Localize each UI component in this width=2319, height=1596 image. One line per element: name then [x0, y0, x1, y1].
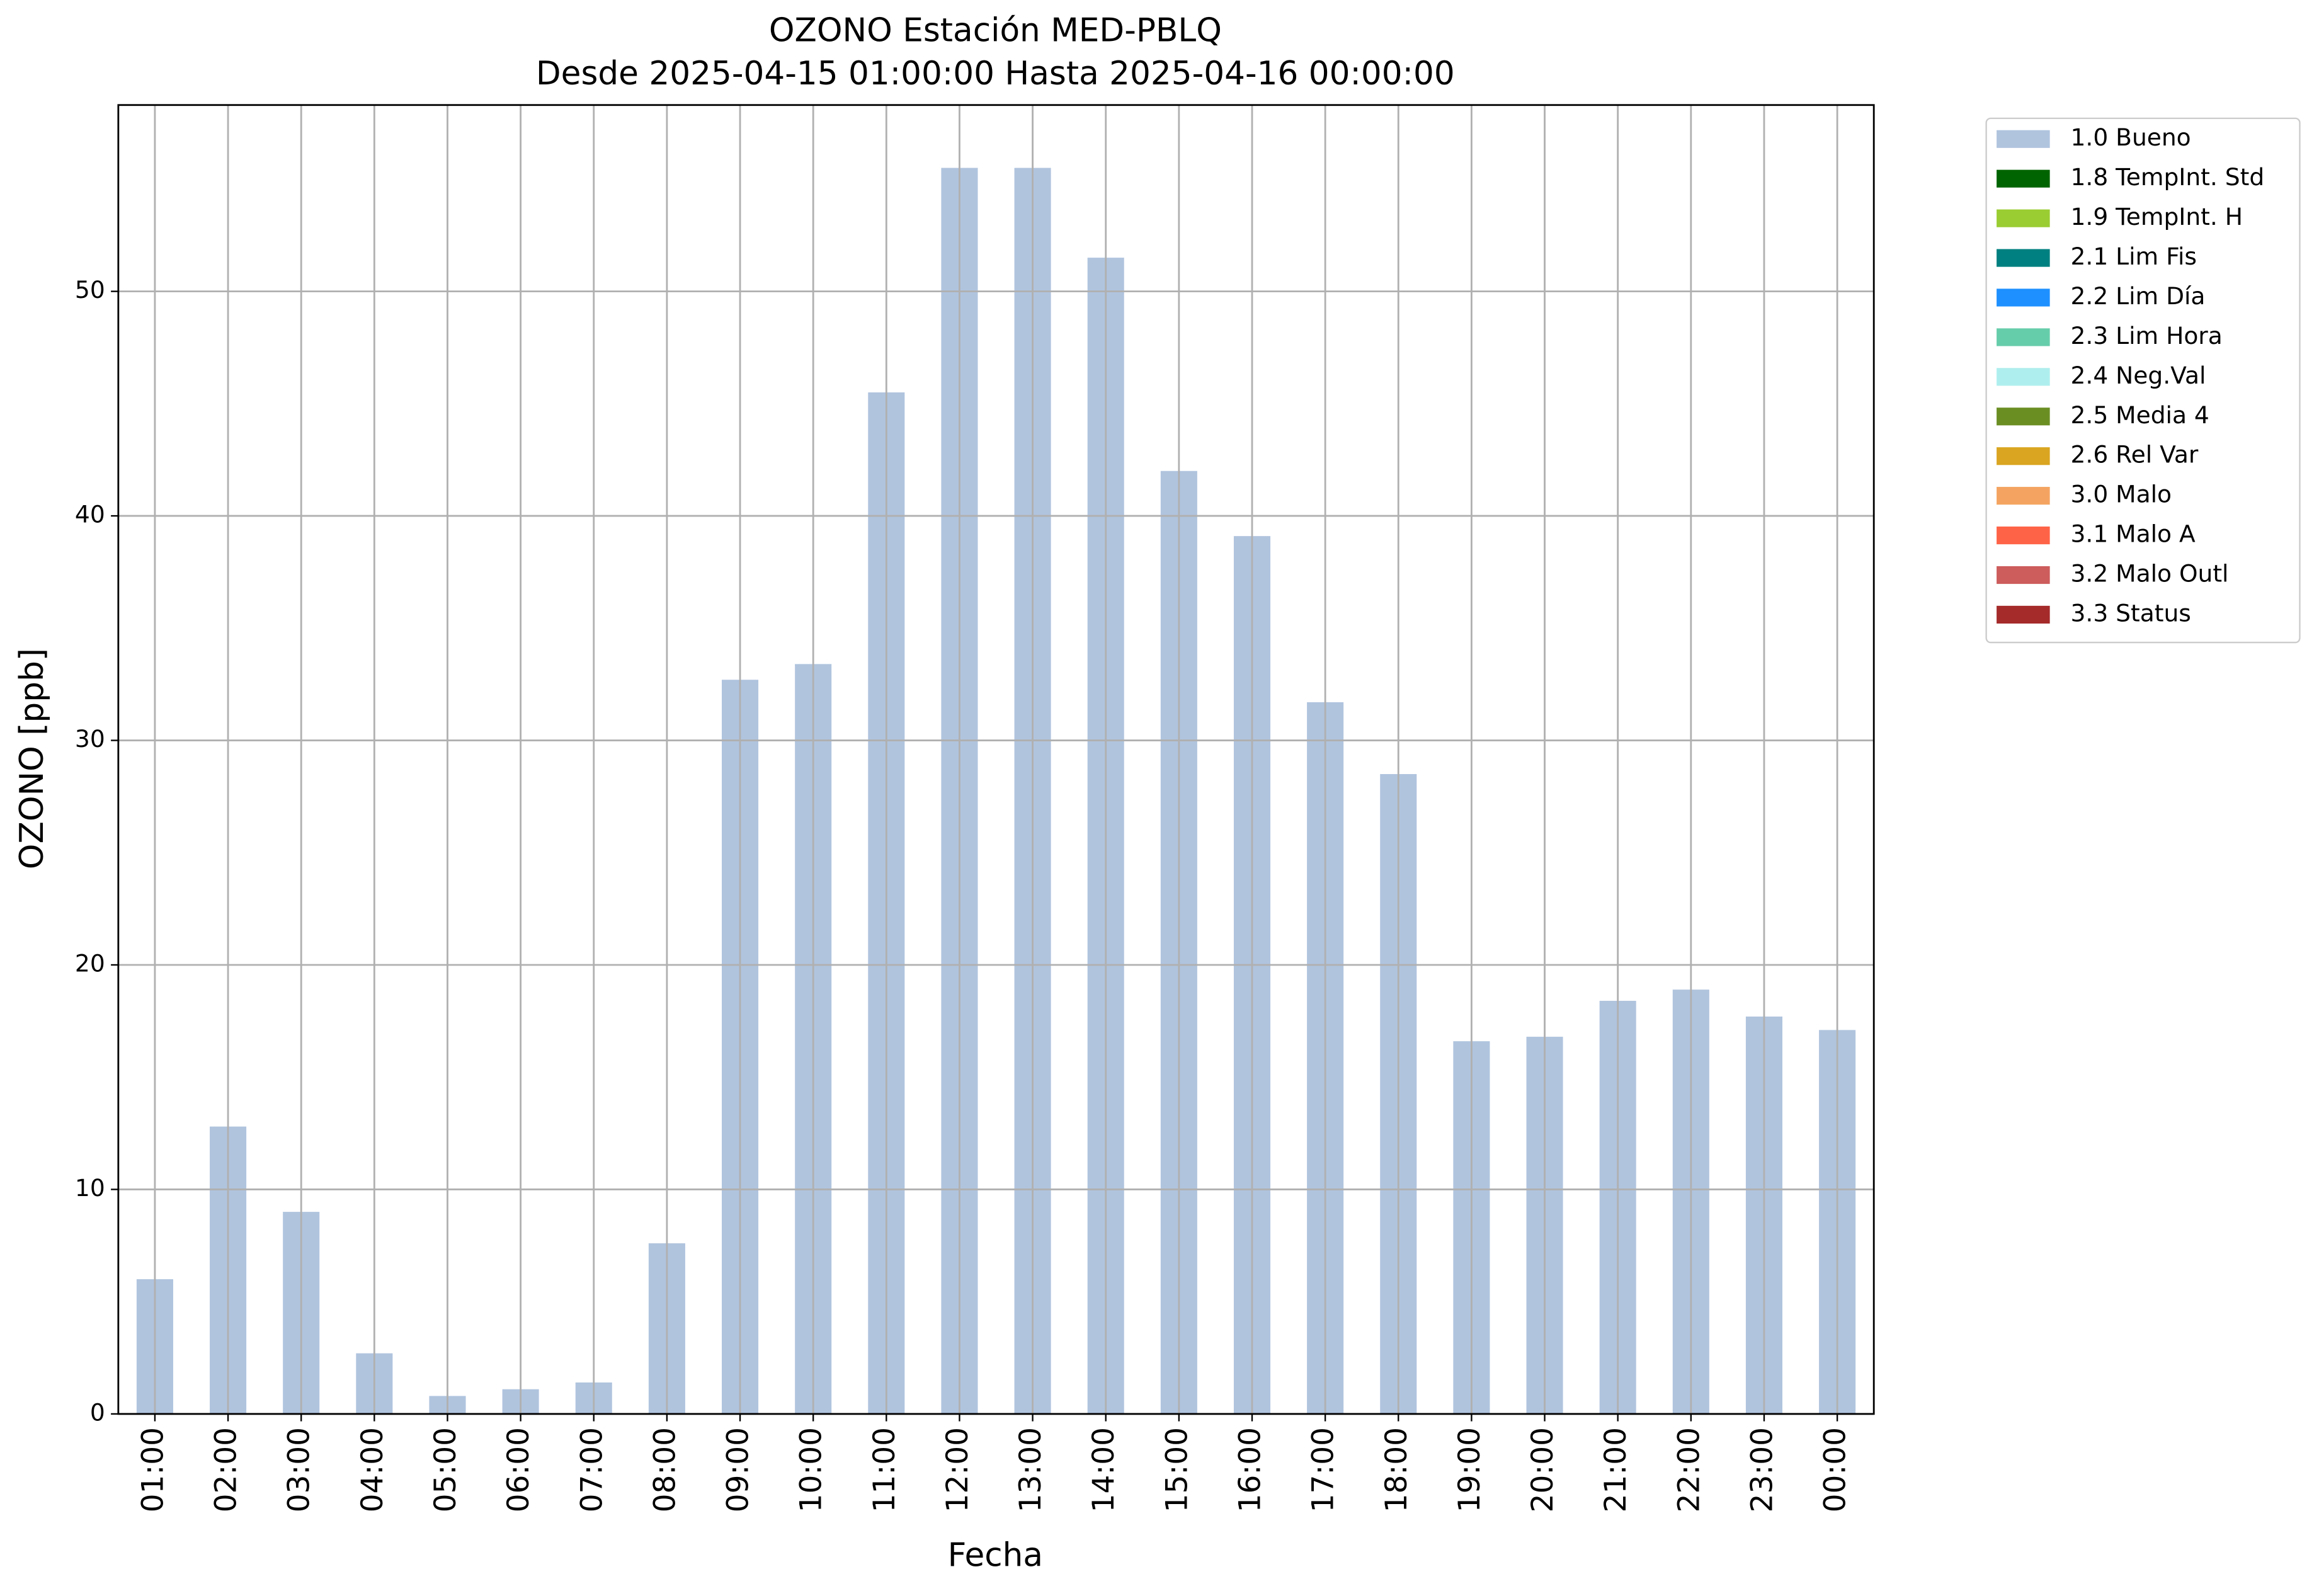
legend-label: 1.9 TempInt. H [2071, 203, 2243, 231]
x-tick-label: 00:00 [1818, 1427, 1853, 1512]
x-tick-label: 17:00 [1306, 1427, 1341, 1512]
x-tick-label: 06:00 [501, 1427, 536, 1512]
legend-swatch [1997, 368, 2050, 386]
legend-label: 2.3 Lim Hora [2071, 322, 2223, 350]
legend-label: 2.4 Neg.Val [2071, 362, 2206, 389]
y-tick-label: 50 [75, 276, 105, 304]
x-tick-label: 12:00 [940, 1427, 975, 1512]
legend-label: 2.5 Media 4 [2071, 401, 2209, 429]
x-tick-label: 03:00 [282, 1427, 317, 1512]
legend-swatch [1997, 487, 2050, 505]
legend-swatch [1997, 130, 2050, 148]
legend-label: 2.2 Lim Día [2071, 282, 2206, 310]
y-tick-label: 40 [75, 501, 105, 528]
legend-label: 1.0 Bueno [2071, 123, 2191, 151]
x-tick-label: 19:00 [1452, 1427, 1487, 1512]
x-tick-label: 23:00 [1745, 1427, 1779, 1512]
legend-swatch [1997, 209, 2050, 227]
legend-swatch [1997, 605, 2050, 624]
legend-swatch [1997, 408, 2050, 426]
legend-swatch [1997, 526, 2050, 545]
x-tick-label: 02:00 [209, 1427, 244, 1512]
legend-swatch [1997, 328, 2050, 346]
legend-label: 2.6 Rel Var [2071, 441, 2199, 469]
legend-swatch [1997, 249, 2050, 267]
bars [136, 168, 1856, 1414]
x-tick-label: 16:00 [1233, 1427, 1268, 1512]
chart-subtitle: Desde 2025-04-15 01:00:00 Hasta 2025-04-… [536, 55, 1455, 93]
x-tick-label: 21:00 [1598, 1427, 1633, 1512]
legend-label: 1.8 TempInt. Std [2071, 163, 2265, 191]
legend-swatch [1997, 447, 2050, 465]
x-tick-label: 11:00 [867, 1427, 902, 1512]
plot-frame [117, 104, 1875, 1415]
y-tick-label: 10 [75, 1174, 105, 1202]
x-tick-label: 04:00 [355, 1427, 390, 1512]
y-tick-label: 30 [75, 725, 105, 753]
legend-swatch [1997, 288, 2050, 307]
legend-box [1985, 117, 2301, 644]
legend-label: 3.2 Malo Outl [2071, 560, 2229, 588]
legend-swatch [1997, 566, 2050, 584]
y-tick-label: 20 [75, 949, 105, 977]
x-tick-label: 10:00 [794, 1427, 829, 1512]
chart-title: OZONO Estación MED-PBLQ [769, 12, 1222, 50]
x-tick-label: 07:00 [574, 1427, 609, 1512]
y-tick-label: 0 [90, 1398, 105, 1426]
x-tick-label: 05:00 [428, 1427, 463, 1512]
x-tick-label: 09:00 [721, 1427, 756, 1512]
x-tick-label: 13:00 [1013, 1427, 1048, 1512]
x-tick-label: 14:00 [1086, 1427, 1121, 1512]
legend-label: 3.3 Status [2071, 599, 2191, 627]
legend-swatch [1997, 169, 2050, 188]
x-tick-label: 20:00 [1525, 1427, 1560, 1512]
x-tick-label: 15:00 [1160, 1427, 1194, 1512]
x-tick-label: 22:00 [1672, 1427, 1706, 1512]
x-tick-label: 08:00 [647, 1427, 682, 1512]
legend-label: 3.0 Malo [2071, 481, 2172, 508]
legend-label: 3.1 Malo A [2071, 520, 2196, 548]
legend-label: 2.1 Lim Fis [2071, 242, 2197, 270]
x-tick-label: 01:00 [135, 1427, 170, 1512]
x-axis-label: Fecha [948, 1537, 1043, 1575]
y-axis-label: OZONO [ppb] [13, 648, 51, 869]
x-tick-label: 18:00 [1379, 1427, 1414, 1512]
